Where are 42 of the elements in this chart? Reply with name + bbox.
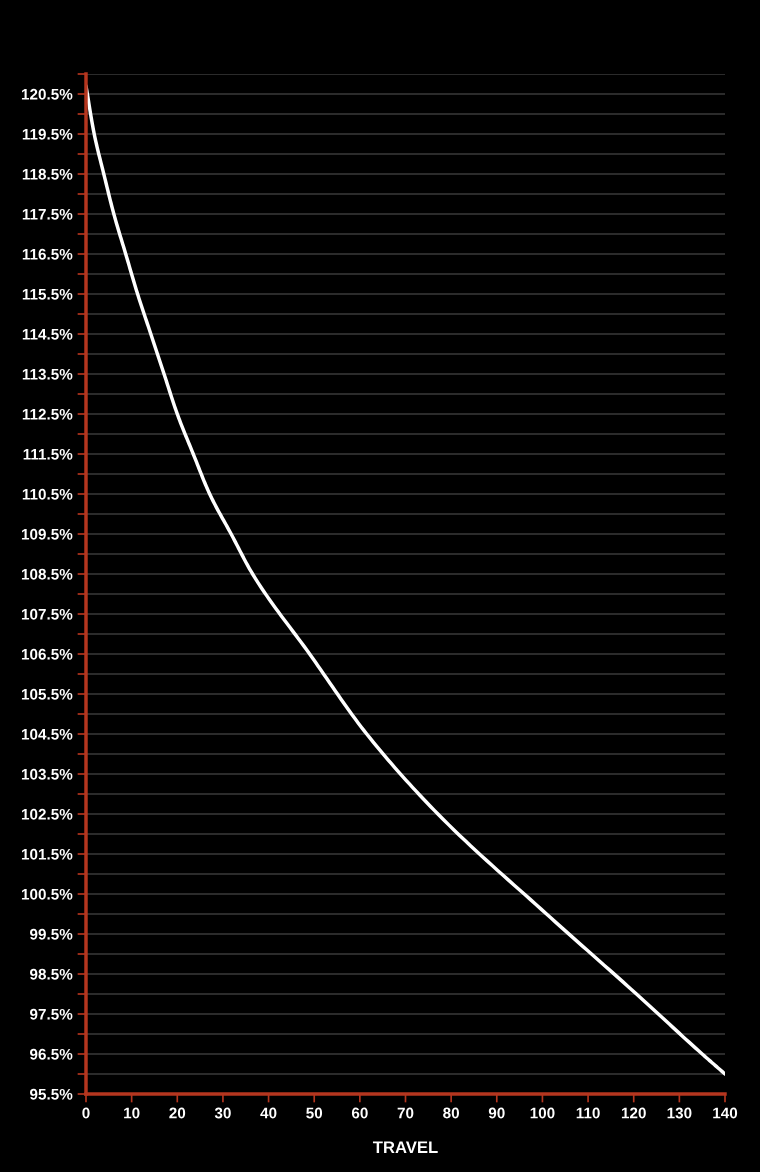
x-tick-label: 50 bbox=[306, 1107, 323, 1119]
x-tick-label: 0 bbox=[82, 1107, 90, 1119]
y-tick-label: 118.5% bbox=[22, 168, 73, 180]
x-tick-label: 60 bbox=[351, 1107, 368, 1119]
x-tick-label: 80 bbox=[443, 1107, 460, 1119]
x-tick-label: 10 bbox=[124, 1107, 140, 1119]
y-tick-label: 110.5% bbox=[22, 488, 73, 500]
y-tick-label: 114.5% bbox=[22, 328, 73, 340]
y-tick-label: 109.5% bbox=[21, 528, 73, 540]
y-tick-label: 96.5% bbox=[30, 1048, 73, 1060]
x-tick-label: 70 bbox=[397, 1107, 414, 1119]
y-tick-label: 101.5% bbox=[21, 848, 73, 860]
y-tick-label: 99.5% bbox=[30, 928, 73, 940]
x-tick-label: 30 bbox=[214, 1107, 231, 1119]
y-tick-label: 97.5% bbox=[30, 1008, 73, 1020]
x-tick-label: 20 bbox=[169, 1107, 186, 1119]
y-tick-label: 103.5% bbox=[21, 768, 73, 780]
y-tick-label: 119.5% bbox=[22, 128, 73, 140]
x-tick-label: 110 bbox=[576, 1107, 600, 1119]
y-tick-label: 112.5% bbox=[22, 408, 73, 420]
y-tick-label: 100.5% bbox=[21, 888, 73, 900]
y-tick-label: 115.5% bbox=[22, 288, 73, 300]
x-tick-label: 40 bbox=[260, 1107, 277, 1119]
x-tick-label: 100 bbox=[530, 1107, 555, 1119]
x-axis-title: TRAVEL bbox=[372, 1141, 438, 1153]
y-tick-label: 113.5% bbox=[22, 368, 73, 380]
x-tick-label: 120 bbox=[621, 1107, 646, 1119]
y-tick-label: 106.5% bbox=[21, 648, 73, 660]
y-tick-label: 117.5% bbox=[22, 208, 73, 220]
y-tick-label: 116.5% bbox=[22, 248, 73, 260]
y-tick-label: 102.5% bbox=[21, 808, 73, 820]
x-tick-label: 140 bbox=[713, 1107, 738, 1119]
y-tick-label: 98.5% bbox=[30, 968, 73, 980]
y-tick-label: 111.5% bbox=[23, 448, 73, 460]
y-tick-label: 104.5% bbox=[21, 728, 73, 740]
x-tick-label: 90 bbox=[488, 1107, 505, 1119]
y-tick-label: 108.5% bbox=[21, 568, 73, 580]
y-tick-label: 120.5% bbox=[21, 88, 73, 100]
y-tick-label: 105.5% bbox=[21, 688, 73, 700]
x-tick-label: 130 bbox=[667, 1107, 692, 1119]
y-tick-label: 107.5% bbox=[21, 608, 73, 620]
y-tick-label: 95.5% bbox=[30, 1088, 73, 1100]
